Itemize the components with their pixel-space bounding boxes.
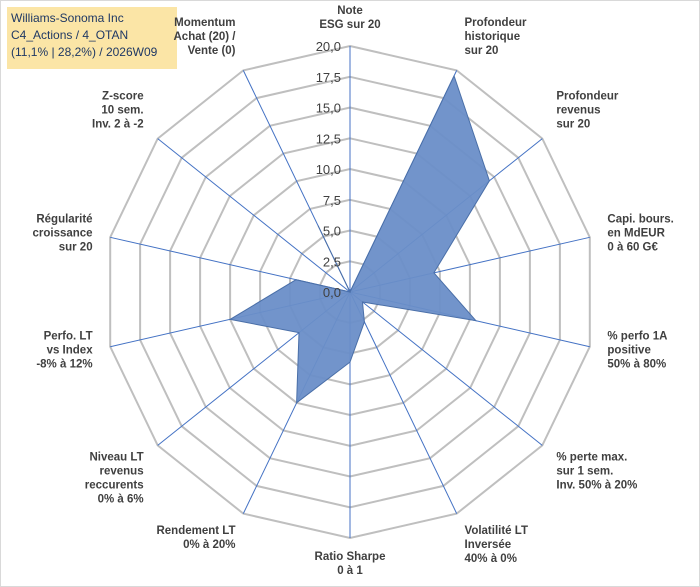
r-tick-label: 12,5 — [316, 131, 341, 146]
chart-title-box: Williams-Sonoma Inc C4_Actions / 4_OTAN … — [7, 7, 177, 69]
axis-label-line: % perfo 1A — [607, 331, 667, 343]
axis-label: Ratio Sharpe 0 à 1 — [315, 551, 386, 577]
axis-label-line: revenus — [556, 104, 600, 116]
axis-label-line: 0% à 6% — [98, 494, 144, 506]
axis-spoke — [157, 138, 351, 293]
axis-label-line: sur 20 — [59, 241, 93, 253]
axis-label-line: positive — [607, 345, 650, 357]
axis-label: % perte max. sur 1 sem. Inv. 50% à 20% — [556, 452, 637, 492]
r-tick-label: 15,0 — [316, 101, 341, 116]
axis-label-line: Inv. 50% à 20% — [556, 480, 637, 492]
axis-label-line: Niveau LT — [89, 452, 143, 464]
axis-label-line: revenus — [99, 466, 143, 478]
axis-label-line: Ratio Sharpe — [315, 551, 386, 563]
axis-label-line: historique — [465, 31, 521, 43]
axis-label-line: Profondeur — [465, 17, 527, 29]
axis-label-line: Note — [337, 5, 363, 17]
axis-label-line: Vente (0) — [188, 45, 236, 57]
axis-label-line: 10 sem. — [101, 104, 143, 116]
axis-label-line: Volatilité LT — [465, 525, 528, 537]
axis-label-line: Z-score — [102, 90, 144, 102]
axis-label-line: Inversée — [465, 539, 512, 551]
axis-label-line: reccurents — [85, 480, 144, 492]
title-line-3: (11,1% | 28,2%) / 2026W09 — [11, 45, 158, 59]
axis-label-line: Régularité — [36, 213, 92, 225]
axis-label-line: en MdEUR — [607, 227, 665, 239]
axis-label-line: ESG sur 20 — [319, 19, 380, 31]
axis-label-line: Achat (20) / — [174, 31, 237, 43]
axis-spoke — [349, 291, 458, 514]
axis-label: Z-score 10 sem. Inv. 2 à -2 — [92, 90, 144, 130]
axis-label-line: sur 20 — [465, 45, 499, 57]
axis-label: Profondeur revenus sur 20 — [556, 90, 618, 130]
axis-label-line: Perfo. LT — [44, 331, 93, 343]
axis-label-line: 0% à 20% — [183, 539, 235, 551]
axis-label: Perfo. LT vs Index -8% à 12% — [36, 331, 93, 371]
axis-label: Note ESG sur 20 — [319, 5, 380, 31]
axis-label-line: 50% à 80% — [607, 359, 666, 371]
axis-label: Capi. bours. en MdEUR 0 à 60 G€ — [607, 213, 673, 253]
title-line-1: Williams-Sonoma Inc — [11, 11, 124, 25]
axis-label-line: Rendement LT — [156, 525, 235, 537]
title-line-2: C4_Actions / 4_OTAN — [11, 28, 129, 42]
axis-label-line: 0 à 60 G€ — [607, 241, 658, 253]
data-series-area — [228, 74, 490, 404]
axis-label-line: Momentum — [174, 17, 235, 29]
axis-label-line: vs Index — [47, 345, 94, 357]
axis-label-line: -8% à 12% — [36, 359, 92, 371]
r-tick-label: 5,0 — [323, 224, 341, 239]
axis-label-line: Inv. 2 à -2 — [92, 118, 144, 130]
axis-label-line: Profondeur — [556, 90, 618, 102]
r-tick-label: 20,0 — [316, 39, 341, 54]
axis-label-line: 0 à 1 — [337, 565, 363, 577]
r-tick-label: 7,5 — [323, 193, 341, 208]
r-tick-label: 2,5 — [323, 254, 341, 269]
axis-label: % perfo 1A positive 50% à 80% — [607, 331, 667, 371]
r-tick-label: 17,5 — [316, 70, 341, 85]
axis-label-line: 40% à 0% — [465, 553, 517, 565]
axis-label-line: sur 1 sem. — [556, 466, 613, 478]
axis-label-line: Capi. bours. — [607, 213, 673, 225]
axis-label-line: % perte max. — [556, 452, 627, 464]
axis-label-line: sur 20 — [556, 118, 590, 130]
axis-label: Niveau LT revenus reccurents 0% à 6% — [85, 452, 144, 506]
r-tick-label: 10,0 — [316, 162, 341, 177]
axis-label-line: croissance — [32, 227, 92, 239]
axis-label: Régularité croissance sur 20 — [32, 213, 92, 253]
axis-label: Rendement LT 0% à 20% — [156, 525, 235, 551]
axis-label: Momentum Achat (20) / Vente (0) — [174, 17, 237, 57]
axis-label: Volatilité LT Inversée 40% à 0% — [465, 525, 528, 565]
r-tick-label: 0,0 — [323, 285, 341, 300]
axis-spoke — [349, 291, 543, 446]
axis-label: Profondeur historique sur 20 — [465, 17, 527, 57]
